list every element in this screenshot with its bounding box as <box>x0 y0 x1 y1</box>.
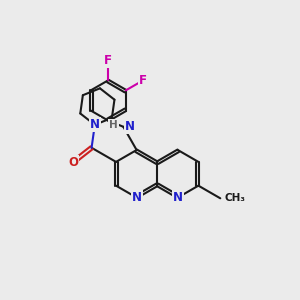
Text: F: F <box>104 54 112 68</box>
Text: CH₃: CH₃ <box>225 193 246 203</box>
Text: O: O <box>68 155 78 169</box>
Text: H: H <box>109 120 118 130</box>
Text: N: N <box>173 191 183 204</box>
Text: N: N <box>90 118 100 131</box>
Text: F: F <box>139 74 146 87</box>
Text: N: N <box>125 120 135 133</box>
Text: N: N <box>132 191 142 204</box>
